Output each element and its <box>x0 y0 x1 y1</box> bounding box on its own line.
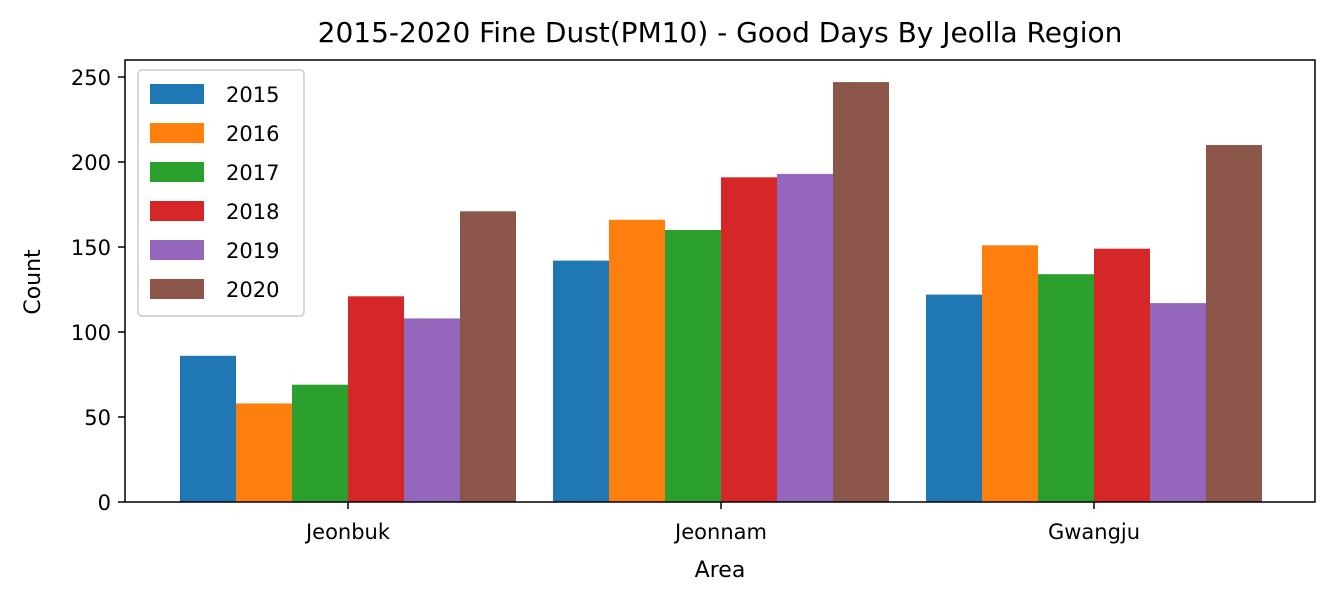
legend-swatch-2018 <box>150 201 204 221</box>
chart-title: 2015-2020 Fine Dust(PM10) - Good Days By… <box>318 16 1123 49</box>
bar-2016-jeonbuk <box>236 403 292 502</box>
axes-layer: Jeonbuk Jeonnam Gwangju 0 50 100 150 200 250 <box>71 59 1316 544</box>
bar-2015-gwangju <box>926 294 982 502</box>
legend-swatch-2017 <box>150 162 204 182</box>
legend-label-2020: 2020 <box>226 278 279 302</box>
y-tick-label: 100 <box>71 321 111 345</box>
bar-2018-gwangju <box>1094 248 1150 502</box>
x-tick-label: Jeonnam <box>673 520 767 544</box>
y-tick-label: 250 <box>71 66 111 90</box>
y-tick-label: 50 <box>84 406 111 430</box>
bar-2016-jeonnam <box>609 219 665 503</box>
plot-frame <box>124 59 1316 503</box>
bar-2019-jeonnam <box>777 173 833 502</box>
bar-2015-jeonnam <box>553 260 609 502</box>
legend-label-2018: 2018 <box>226 200 279 224</box>
bar-2019-jeonbuk <box>404 318 460 502</box>
legend-swatch-2020 <box>150 279 204 299</box>
x-axis-label: Area <box>695 558 746 583</box>
legend-label-2017: 2017 <box>226 161 279 185</box>
bar-2017-gwangju <box>1038 274 1094 502</box>
legend-swatch-2019 <box>150 240 204 260</box>
legend-swatch-2015 <box>150 84 204 104</box>
legend-swatch-2016 <box>150 123 204 143</box>
bar-2020-gwangju <box>1206 145 1262 502</box>
legend-label-2016: 2016 <box>226 122 279 146</box>
y-axis-label: Count <box>21 249 46 315</box>
legend-label-2015: 2015 <box>226 83 279 107</box>
bar-2018-jeonnam <box>721 177 777 503</box>
y-tick-label: 150 <box>71 236 111 260</box>
bar-2020-jeonnam <box>833 82 889 502</box>
y-tick-label: 0 <box>98 491 111 515</box>
bar-2016-gwangju <box>982 245 1038 503</box>
bars-layer <box>180 82 1262 503</box>
bar-2017-jeonnam <box>665 230 721 502</box>
bar-2019-gwangju <box>1150 303 1206 502</box>
bar-2020-jeonbuk <box>460 211 516 503</box>
legend: 2015 2016 2017 2018 2019 2020 <box>137 69 305 317</box>
bar-2015-jeonbuk <box>180 355 236 502</box>
bar-2018-jeonbuk <box>348 296 404 502</box>
legend-label-2019: 2019 <box>226 239 279 263</box>
x-tick-label: Gwangju <box>1048 520 1140 544</box>
bar-2017-jeonbuk <box>292 384 348 502</box>
y-tick-label: 200 <box>71 151 111 175</box>
x-tick-label: Jeonbuk <box>304 520 391 544</box>
